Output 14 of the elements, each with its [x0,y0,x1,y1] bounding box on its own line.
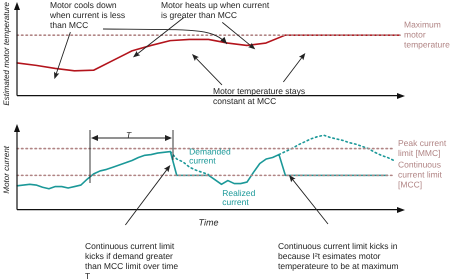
series-label: Maximum motor temperature [404,20,450,50]
series-label: Demanded current [189,146,231,166]
annotation: T [126,130,133,140]
text: Continuous current limit kicks in because I²t esimates motor temperateure to be at maximum [278,241,400,271]
text: Continuous current limit kicks if demand greater than MCC limit over time T [85,241,180,279]
x-axis-title: Time [198,218,218,228]
annotation: Motor temperature stays constant at MCC [213,86,306,106]
y-axis-title: Motor current [2,145,12,194]
text: Motor cools down when current is less than MCC [50,0,126,30]
series-label: Peak current limit [MMC] [398,138,447,158]
series-label: Realized current [222,188,256,208]
text: Motor heats up when current is greater than MCC [161,0,270,20]
series-label: Continuous current limit [MCC] [398,160,443,190]
y-axis-title: Estimated motor temperature [2,1,12,106]
